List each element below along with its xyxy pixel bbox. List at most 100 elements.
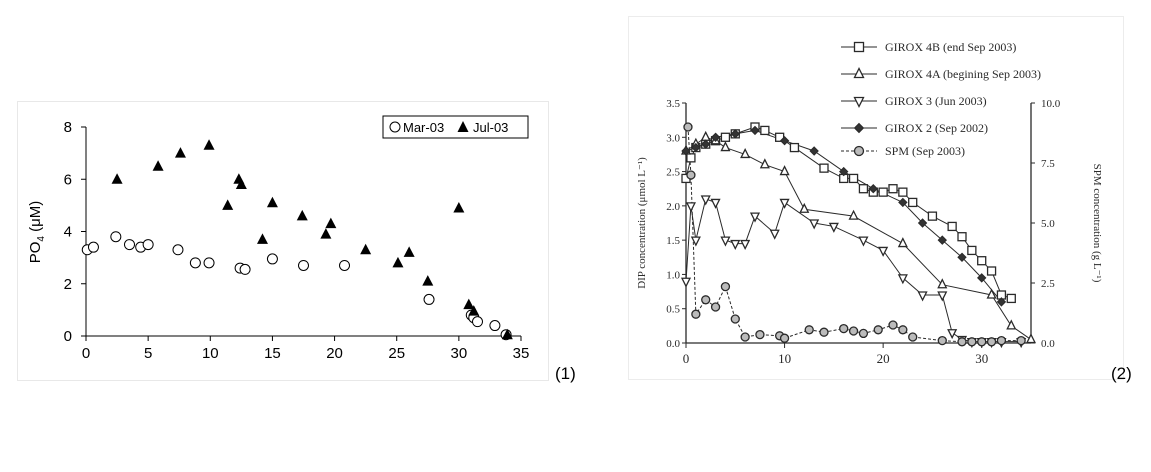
x-tick-label: 10 [202,345,219,362]
data-point-GIROX 4B (end Sep 2003) [967,245,977,256]
panel-label-2: (2) [1111,364,1132,383]
data-point-GIROX 2 (Sep 2002) [957,252,967,262]
y-tick-label: 6 [64,171,72,188]
data-point-GIROX 2 (Sep 2002) [898,197,908,208]
y-tick-label-left: 3.0 [666,132,680,144]
legend-marker-mar-03 [389,121,401,133]
data-point-GIROX 4A (begining Sep 2003) [897,237,908,248]
data-point-SPM (Sep 2003) [908,332,918,342]
y-axis-label-left: DIP concentration (μmol L⁻¹) [636,157,648,289]
legend-label-jul-03: Jul-03 [473,120,508,135]
data-point-SPM (Sep 2003) [1016,335,1026,346]
data-point-GIROX 3 (Jun 2003) [720,236,731,247]
data-point-Jul-03 [266,196,278,208]
data-point-Jul-03 [203,139,215,150]
data-point-GIROX 2 (Sep 2002) [681,146,691,156]
data-point-GIROX 4B (end Sep 2003) [858,184,869,194]
data-point-GIROX 4B (end Sep 2003) [720,132,731,142]
x-tick-label: 35 [513,345,530,362]
data-point-GIROX 3 (Jun 2003) [749,212,761,223]
legend-label-GIROX 2 (Sep 2002): GIROX 2 (Sep 2002) [885,121,988,135]
data-point-GIROX 4A (begining Sep 2003) [720,141,731,152]
data-point-GIROX 4B (end Sep 2003) [789,142,800,153]
legend: Mar-03 Jul-03 [382,115,529,139]
series-line-SPM (Sep 2003) [687,126,1022,343]
data-point-Jul-03 [222,199,234,210]
chart-panel-2: 0 10 20 30 0.0 0.5 1.0 1.5 2.0 2.5 3.0 3.5 0.0 2.5 5.0… [628,16,1124,380]
y-tick-label-right: 10.0 [1041,98,1061,110]
data-point-SPM (Sep 2003) [686,170,696,180]
data-point-Jul-03 [296,209,308,221]
data-point-GIROX 4B (end Sep 2003) [1006,293,1016,304]
data-point-GIROX 2 (Sep 2002) [868,184,878,194]
data-point-Mar-03 [489,320,501,332]
data-point-Jul-03 [463,298,475,310]
y-axis-label-right: SPM concentration (g L⁻¹) [1091,164,1103,283]
x-tick-label: 10 [778,351,791,366]
legend-marker-GIROX 4A (begining Sep 2003) [853,67,865,79]
legend-label-mar-03: Mar-03 [403,120,444,135]
data-point-SPM (Sep 2003) [848,326,859,336]
legend-label-GIROX 4A (begining Sep 2003): GIROX 4A (begining Sep 2003) [885,67,1041,81]
data-point-Mar-03 [124,239,135,251]
data-point-SPM (Sep 2003) [710,302,721,312]
data-point-GIROX 4A (begining Sep 2003) [759,158,770,169]
data-point-SPM (Sep 2003) [986,337,997,347]
data-point-SPM (Sep 2003) [839,323,849,334]
y-tick-label-left: 2.0 [666,201,680,213]
data-point-GIROX 2 (Sep 2002) [839,166,849,177]
chart-panel-1: 0 5 10 15 20 25 30 35 0 2 4 6 8 PO4 (μM) Mar-03 Jul-0… [17,101,549,381]
data-point-GIROX 4A (begining Sep 2003) [1006,319,1017,330]
data-point-GIROX 4A (begining Sep 2003) [779,165,790,176]
x-tick-label: 30 [975,351,988,366]
data-point-Jul-03 [111,173,123,184]
data-point-GIROX 4B (end Sep 2003) [927,211,938,221]
data-point-Mar-03 [142,239,154,251]
data-point-GIROX 3 (Jun 2003) [917,291,928,302]
data-point-GIROX 3 (Jun 2003) [779,198,790,209]
data-point-GIROX 4A (begining Sep 2003) [937,278,948,289]
data-point-GIROX 4B (end Sep 2003) [686,153,696,163]
x-tick-label: 0 [82,345,90,362]
y-tick-label-right: 2.5 [1041,278,1055,290]
data-point-SPM (Sep 2003) [691,309,701,319]
data-point-GIROX 4B (end Sep 2003) [947,221,957,232]
data-point-GIROX 3 (Jun 2003) [730,239,741,251]
data-point-GIROX 4A (begining Sep 2003) [799,202,810,213]
y-tick-label-left: 2.5 [666,167,680,179]
data-point-SPM (Sep 2003) [937,335,947,346]
data-point-GIROX 4B (end Sep 2003) [760,125,770,136]
data-point-GIROX 4B (end Sep 2003) [878,187,888,197]
data-point-GIROX 2 (Sep 2002) [701,139,711,149]
data-point-Mar-03 [203,257,215,269]
data-point-Jul-03 [235,178,247,189]
legend-marker-GIROX 3 (Jun 2003) [853,96,865,108]
data-point-Mar-03 [189,257,201,269]
data-point-GIROX 2 (Sep 2002) [710,132,721,142]
legend-label-GIROX 3 (Jun 2003): GIROX 3 (Jun 2003) [885,94,987,108]
x-tick-label: 20 [877,351,890,366]
data-point-GIROX 4B (end Sep 2003) [908,197,918,208]
data-point-GIROX 3 (Jun 2003) [947,329,958,340]
svg-text:PO4 (μM): PO4 (μM) [27,201,47,264]
data-point-GIROX 3 (Jun 2003) [685,202,696,213]
data-point-SPM (Sep 2003) [779,333,790,343]
data-point-GIROX 4A (begining Sep 2003) [1025,333,1037,344]
legend-label-GIROX 4B (end Sep 2003): GIROX 4B (end Sep 2003) [885,40,1016,54]
data-point-Jul-03 [501,328,513,340]
data-point-GIROX 2 (Sep 2002) [809,146,819,156]
legend-marker-GIROX 2 (Sep 2002) [853,122,865,134]
legend-marker-SPM (Sep 2003) [853,145,865,157]
data-point-SPM (Sep 2003) [898,325,908,335]
data-point-GIROX 3 (Jun 2003) [858,236,869,247]
y-tick-label-left: 1.5 [666,235,680,247]
y-tick-label: 4 [64,224,72,241]
data-point-GIROX 4A (begining Sep 2003) [700,130,711,141]
data-point-GIROX 4B (end Sep 2003) [957,232,967,242]
y-tick-label: 0 [64,328,72,345]
data-point-SPM (Sep 2003) [740,332,750,342]
data-point-GIROX 2 (Sep 2002) [917,218,928,228]
data-point-SPM (Sep 2003) [977,337,987,347]
y-tick-label-left: 3.5 [666,98,680,110]
